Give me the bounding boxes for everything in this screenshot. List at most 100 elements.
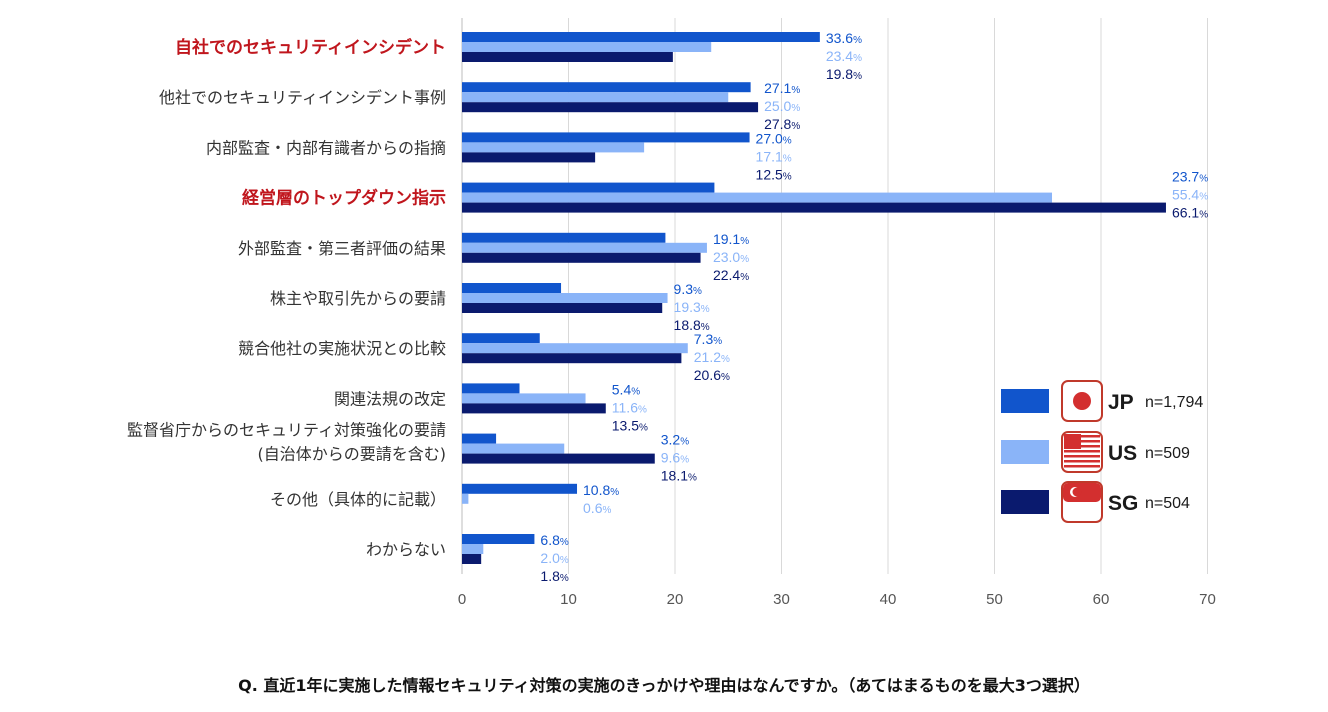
value-label-sg: 13.5% — [612, 417, 648, 433]
legend-swatch-jp — [1001, 389, 1049, 413]
bar-us — [462, 92, 729, 103]
us-flag-stripe — [1064, 450, 1100, 453]
value-label-jp: 19.1% — [713, 231, 749, 247]
bar-jp — [462, 483, 578, 494]
value-label-sg: 1.8% — [540, 568, 568, 584]
bar-jp — [462, 333, 540, 344]
category-label: 外部監査・第三者評価の結果 — [238, 239, 446, 258]
category-label: 監督省庁からのセキュリティ対策強化の要請 — [127, 421, 446, 440]
value-label-jp: 3.2% — [661, 432, 689, 448]
category-label: わからない — [366, 540, 446, 559]
value-label-us: 11.6% — [612, 399, 647, 415]
legend-n-jp: n=1,794 — [1145, 394, 1203, 411]
value-label-sg: 12.5% — [756, 166, 792, 182]
legend-n-us: n=509 — [1145, 445, 1190, 462]
x-tick-label: 40 — [880, 591, 897, 608]
x-tick-label: 20 — [667, 591, 684, 608]
value-label-jp: 7.3% — [694, 331, 722, 347]
bar-chart: 0 10 20 30 40 50 60 70 自社でのセキュリティインシデント他社でのセキュリテ… — [127, 18, 1216, 608]
value-label-us: 17.1% — [756, 148, 792, 164]
bar-sg — [462, 252, 701, 263]
us-flag-stripe — [1064, 435, 1100, 438]
value-label-jp: 27.1% — [764, 80, 800, 96]
value-label-sg: 27.8% — [764, 116, 800, 132]
bar-us — [462, 443, 565, 454]
value-label-sg: 22.4% — [713, 267, 749, 283]
us-flag-canton — [1064, 434, 1081, 449]
bar-us — [462, 544, 484, 554]
legend-code-us: US — [1108, 442, 1137, 465]
sg-flag-top — [1063, 483, 1101, 502]
category-label: 競合他社の実施状況との比較 — [238, 339, 446, 358]
value-label-us: 2.0% — [540, 550, 568, 566]
bar-jp — [462, 383, 520, 394]
value-label-sg: 66.1% — [1172, 205, 1208, 221]
us-flag-stripe — [1064, 445, 1100, 448]
x-tick-label: 50 — [986, 591, 1003, 608]
value-label-jp: 33.6% — [826, 30, 862, 46]
legend-swatch-sg — [1001, 490, 1049, 514]
legend-swatch-us — [1001, 440, 1049, 464]
x-tick-label: 60 — [1093, 591, 1110, 608]
value-label-us: 0.6% — [583, 500, 611, 516]
value-label-sg: 18.8% — [674, 317, 710, 333]
value-label-us: 19.3% — [674, 299, 710, 315]
bar-sg — [462, 303, 663, 313]
us-flag-stripe — [1064, 440, 1100, 443]
us-flag-stripe — [1064, 455, 1100, 458]
bar-jp — [462, 283, 562, 293]
bar-us — [462, 293, 668, 303]
bar-us — [462, 42, 712, 52]
x-tick-label: 10 — [560, 591, 577, 608]
bar-sg — [462, 102, 759, 113]
value-label-jp: 9.3% — [674, 281, 702, 297]
category-label: その他（具体的に記載） — [270, 490, 446, 509]
bar-us — [462, 393, 586, 404]
bar-jp — [462, 433, 497, 444]
category-label: 他社でのセキュリティインシデント事例 — [159, 88, 446, 107]
x-tick-label: 30 — [773, 591, 790, 608]
japan-flag-circle — [1073, 392, 1091, 410]
bar-us — [462, 242, 707, 253]
category-label: 内部監査・内部有識者からの指摘 — [206, 138, 446, 157]
bar-jp — [462, 534, 535, 544]
us-flag-stripe — [1064, 460, 1100, 463]
value-label-jp: 5.4% — [612, 381, 640, 397]
question-footnote: Q. 直近1年に実施した情報セキュリティ対策の実施のきっかけや理由はなんですか。… — [238, 676, 1090, 695]
value-label-sg: 19.8% — [826, 66, 862, 82]
bar-jp — [462, 182, 715, 193]
value-label-us: 55.4% — [1172, 187, 1208, 203]
value-label-us: 25.0% — [764, 98, 800, 114]
bar-us — [462, 192, 1053, 203]
x-tick-label: 0 — [458, 591, 466, 608]
value-label-us: 21.2% — [694, 349, 730, 365]
value-label-jp: 6.8% — [540, 532, 568, 548]
category-label: (自治体からの要請を含む) — [258, 445, 447, 464]
bar-jp — [462, 32, 820, 42]
bar-us — [462, 142, 645, 153]
category-label: 経営層のトップダウン指示 — [242, 188, 446, 209]
bar-us — [462, 343, 688, 354]
category-label: 株主や取引先からの要請 — [270, 289, 446, 308]
bar-us — [462, 493, 469, 504]
value-label-sg: 20.6% — [694, 367, 730, 383]
bar-jp — [462, 132, 750, 143]
bar-sg — [462, 554, 482, 564]
bar-sg — [462, 453, 655, 464]
category-label: 関連法規の改定 — [334, 389, 446, 408]
value-label-us: 9.6% — [661, 450, 689, 466]
x-tick-label: 70 — [1199, 591, 1216, 608]
legend-code-sg: SG — [1108, 492, 1138, 515]
bar-sg — [462, 202, 1166, 213]
value-label-jp: 10.8% — [583, 482, 619, 498]
value-label-us: 23.4% — [826, 48, 862, 64]
bar-sg — [462, 52, 673, 62]
bar-jp — [462, 82, 751, 93]
legend-n-sg: n=504 — [1145, 495, 1190, 512]
legend-code-jp: JP — [1108, 391, 1134, 414]
sg-flag-moon-cut — [1072, 487, 1082, 497]
bar-sg — [462, 353, 682, 364]
bar-sg — [462, 152, 596, 163]
value-label-jp: 23.7% — [1172, 169, 1208, 185]
value-label-jp: 27.0% — [756, 130, 792, 146]
